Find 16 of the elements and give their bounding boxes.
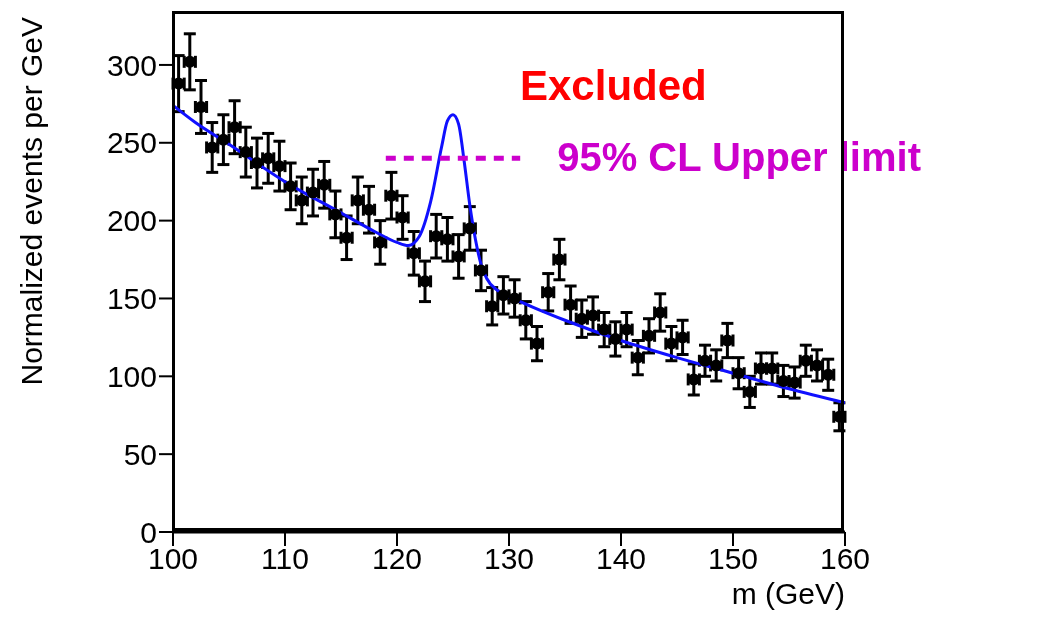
x-tick-label: 130: [483, 542, 535, 576]
x-tick-label: 160: [819, 542, 871, 576]
y-tick-label: 200: [106, 204, 157, 238]
annotation: Excluded: [520, 62, 707, 110]
y-tick-label: 150: [106, 282, 157, 316]
x-tick-label: 150: [707, 542, 759, 576]
y-tick-label: 100: [106, 359, 157, 393]
x-tick-label: 140: [595, 542, 647, 576]
x-axis-title: m (GeV): [731, 577, 845, 610]
y-axis-title: Normalized events per GeV: [15, 17, 48, 386]
y-tick-label: 50: [123, 437, 157, 471]
y-tick-label: 250: [106, 126, 157, 160]
line-series: [173, 103, 845, 405]
x-tick-label: 110: [261, 542, 309, 576]
y-tick-label: 300: [106, 48, 157, 82]
x-tick-label: 120: [371, 542, 423, 576]
